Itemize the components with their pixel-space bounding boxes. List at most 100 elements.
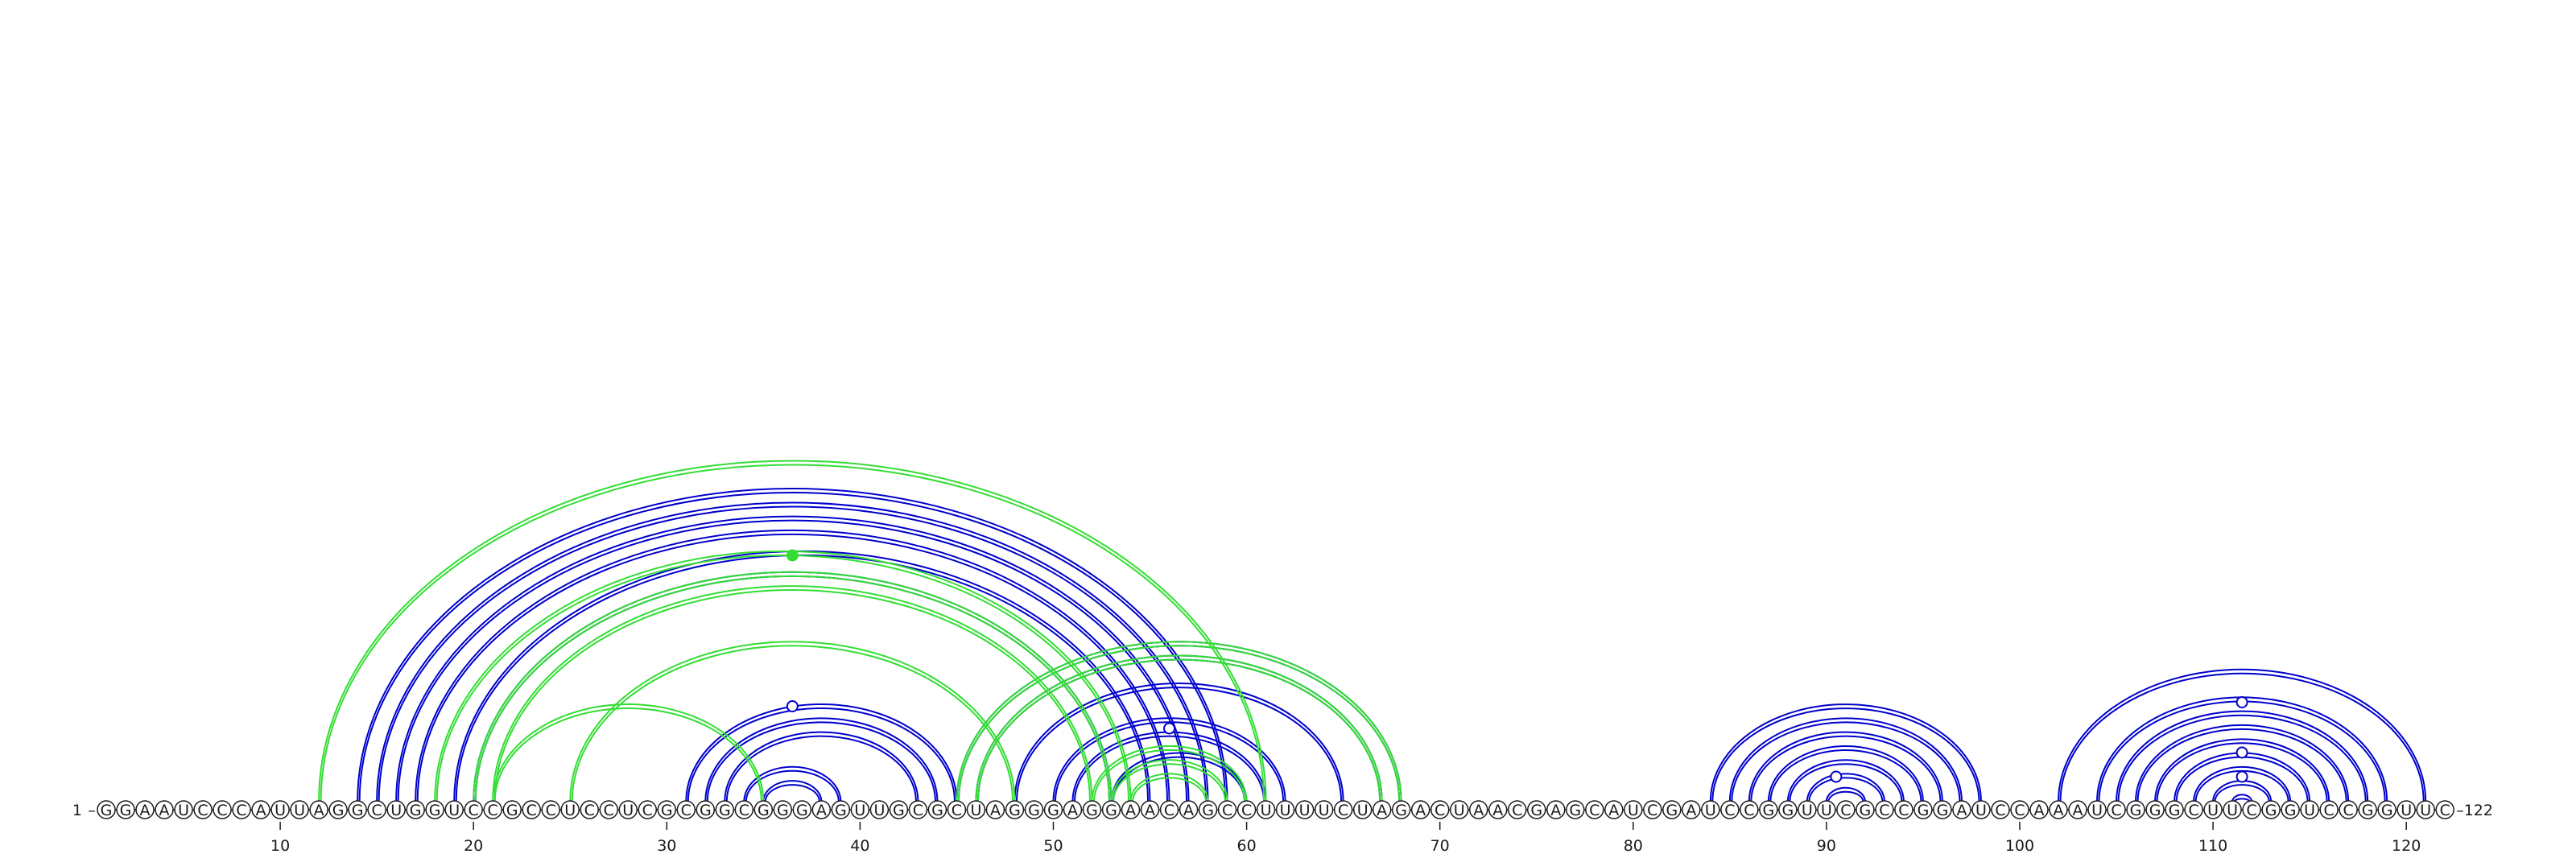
arc-blue-32-44 <box>704 717 939 802</box>
nucleotide-circle <box>193 800 213 819</box>
nucleotide: U <box>2300 800 2319 819</box>
nucleotide-circle <box>386 800 406 819</box>
nucleotide-letter: A <box>2073 802 2083 819</box>
nucleotide: A <box>2049 800 2068 819</box>
nucleotide-circle <box>638 800 658 819</box>
arc-green-53-59-inner <box>1113 763 1227 802</box>
nucleotide-circle <box>2339 800 2358 819</box>
base-pair-arcs <box>318 460 2427 802</box>
nucleotide-circle <box>1817 800 1836 819</box>
nucleotide-circle <box>502 800 522 819</box>
nucleotide-circle <box>135 800 155 819</box>
nucleotide: U <box>1817 800 1836 819</box>
nucleotide: G <box>927 800 947 819</box>
arc-green-18-54-inner <box>436 554 1130 802</box>
arc-blue-88-94 <box>1786 759 1905 802</box>
nucleotide-letter: C <box>1840 802 1851 819</box>
nucleotide-circle <box>1662 800 1682 819</box>
nucleotide: C <box>599 800 619 819</box>
nucleotide-letter: A <box>1956 802 1967 819</box>
nucleotide: G <box>425 800 444 819</box>
arc-blue-16-57 <box>395 515 1190 802</box>
nucleotide-circle <box>908 800 928 819</box>
nucleotide-circle <box>580 800 599 819</box>
nucleotide: U <box>560 800 580 819</box>
start-dash: – <box>88 802 96 819</box>
nucleotide-circle <box>1913 800 1933 819</box>
nucleotide-circle <box>696 800 716 819</box>
arc-blue-15-58 <box>376 501 1209 802</box>
nucleotide-letter: G <box>661 802 673 819</box>
nucleotide-letter: G <box>1666 802 1678 819</box>
nucleotide: G <box>1759 800 1778 819</box>
nucleotide-letter: A <box>140 802 151 819</box>
nucleotide: G <box>715 800 735 819</box>
nucleotide-circle <box>1314 800 1334 819</box>
nucleotide: U <box>1449 800 1469 819</box>
nucleotide: C <box>1217 800 1237 819</box>
nucleotide-circle <box>1526 800 1546 819</box>
nucleotide-letter: G <box>1009 802 1021 819</box>
nucleotide: G <box>889 800 909 819</box>
nucleotide: U <box>850 800 870 819</box>
nucleotide-letter: C <box>2440 802 2450 819</box>
nucleotide-letter: G <box>120 802 132 819</box>
nucleotide-circle <box>97 800 116 819</box>
nucleotide-letter: C <box>217 802 227 819</box>
nucleotide-circle <box>2107 800 2126 819</box>
nucleotide-circle <box>831 800 851 819</box>
nucleotide-letter: C <box>2343 802 2354 819</box>
nucleotide-letter: A <box>1145 802 1155 819</box>
nucleotide-circle <box>444 800 464 819</box>
arc-green-52-60-inner <box>1093 749 1246 802</box>
nucleotide: A <box>1410 800 1430 819</box>
nucleotide: A <box>309 800 328 819</box>
arc-blue-35-38 <box>762 780 823 802</box>
nucleotide-letter: C <box>2014 802 2025 819</box>
nucleotide-letter: U <box>564 802 576 819</box>
nucleotide: C <box>908 800 928 819</box>
nucleotide-circle <box>1333 800 1353 819</box>
nucleotide-letter: A <box>1473 802 1484 819</box>
arc-blue-48-65-inner <box>1015 687 1343 802</box>
nucleotide: G <box>502 800 522 819</box>
nucleotide-circle <box>1410 800 1430 819</box>
nucleotide: U <box>2416 800 2435 819</box>
nucleotide-letter: G <box>2149 802 2161 819</box>
arc-blue-86-96 <box>1748 731 1943 802</box>
arc-blue-84-98-inner <box>1711 707 1980 802</box>
nucleotide-circle <box>927 800 947 819</box>
nucleotide-circle <box>328 800 348 819</box>
nucleotide: G <box>1913 800 1933 819</box>
arc-blue-33-43-inner <box>725 735 917 802</box>
nucleotide-circle <box>2300 800 2319 819</box>
arc-blue-105-118-inner <box>2117 714 2367 802</box>
arc-blue-45-68 <box>956 641 1402 802</box>
nucleotide-circle <box>734 800 754 819</box>
nucleotide: U <box>1971 800 1991 819</box>
nucleotide-circle <box>657 800 677 819</box>
nucleotide-circle <box>1933 800 1952 819</box>
arc-green-45-68 <box>956 641 1402 802</box>
nucleotide: A <box>2068 800 2087 819</box>
nucleotide-letter: A <box>1492 802 1503 819</box>
nucleotide-letter: C <box>1647 802 1657 819</box>
nucleotide: G <box>1566 800 1585 819</box>
nucleotide-letter: G <box>931 802 943 819</box>
nucleotide-circle <box>966 800 986 819</box>
nucleotide: C <box>1236 800 1257 819</box>
arc-blue-31-45 <box>685 703 958 802</box>
nucleotide-circle <box>1372 800 1392 819</box>
arc-green-46-67 <box>975 654 1383 802</box>
nucleotide-letter: C <box>1898 802 1909 819</box>
nucleotide-circle <box>947 800 967 819</box>
nucleotide-letter: G <box>429 802 441 819</box>
nucleotide: A <box>1063 800 1083 819</box>
nucleotide-letter: U <box>1454 802 1465 819</box>
nucleotide: A <box>155 800 174 819</box>
nucleotide-letter: C <box>1724 802 1735 819</box>
nucleotide-circle <box>1643 800 1662 819</box>
nucleotide: G <box>2165 800 2184 819</box>
nucleotide: G <box>2281 800 2300 819</box>
